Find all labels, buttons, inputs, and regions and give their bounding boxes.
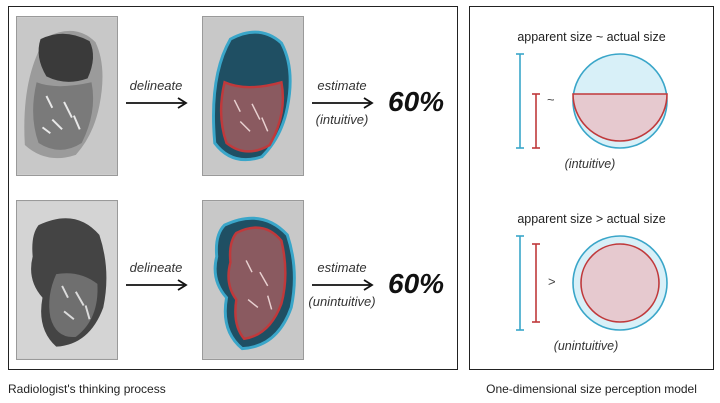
left-panel-caption: Radiologist's thinking process [8,382,166,396]
half-circle-diagram [516,53,668,149]
percentage-estimate-1: 60% [388,86,445,117]
arrow-right-icon [312,97,374,109]
arrow-right-icon [126,97,188,109]
ct-scan-original-1 [16,16,118,176]
ct-scan-delineated-1 [202,16,304,176]
model-title-1: apparent size ~ actual size [517,30,666,44]
right-panel-caption: One-dimensional size perception model [486,382,697,396]
model-note-1: (intuitive) [564,157,616,171]
concentric-circle-diagram [516,235,668,331]
arrow-right-icon [126,279,188,291]
percentage-estimate-2: 60% [388,268,445,299]
model-note-2: (unintuitive) [553,339,619,353]
estimate-label-1: estimate [317,78,367,93]
arrow-right-icon [312,279,374,291]
delineate-label-1: delineate [129,78,183,93]
intuitive-note-1: (intuitive) [315,112,369,127]
delineate-label-2: delineate [129,260,183,275]
ct-scan-delineated-2 [202,200,304,360]
relation-symbol-2: > [548,274,556,289]
unintuitive-note-2: (unintuitive) [308,294,376,309]
estimate-label-2: estimate [317,260,367,275]
ct-scan-original-2 [16,200,118,360]
model-title-2: apparent size > actual size [517,212,666,226]
relation-symbol-1: ~ [547,92,555,107]
